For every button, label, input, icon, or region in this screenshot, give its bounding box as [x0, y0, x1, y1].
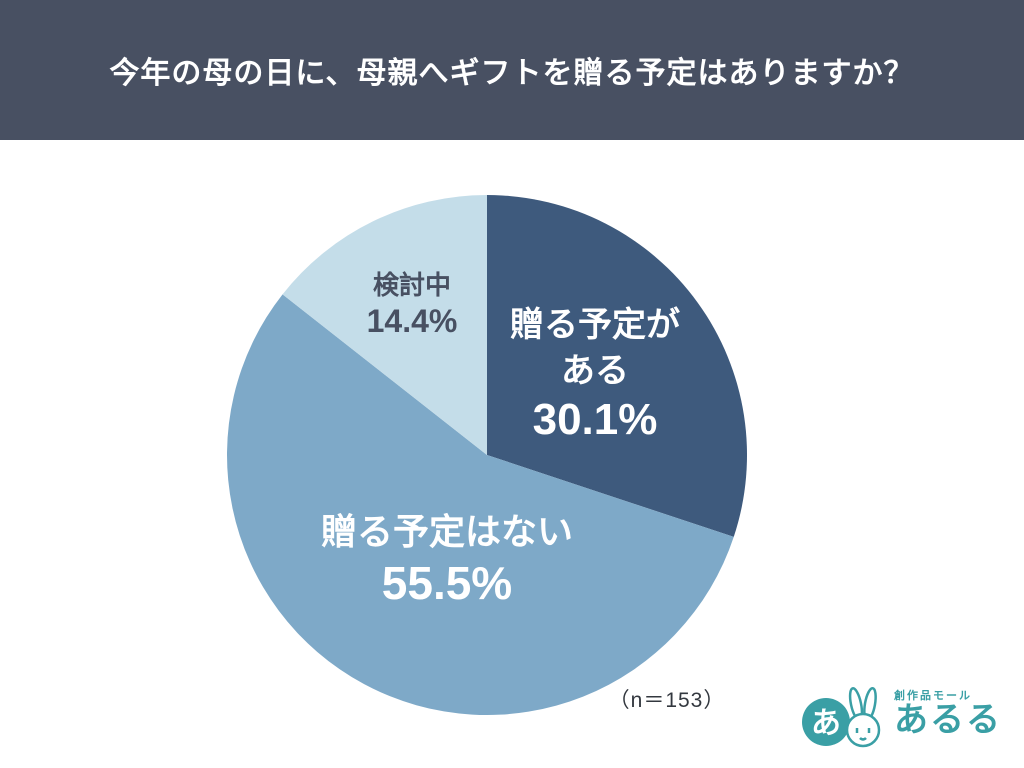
brand-logo-text: 創作品モール あるる — [894, 690, 1002, 739]
chart-title: 今年の母の日に、母親へギフトを贈る予定はありますか？ — [109, 57, 915, 90]
pie-chart-svg — [227, 195, 747, 715]
pie-chart — [227, 195, 747, 715]
logo-mark-character: あ — [811, 707, 841, 740]
pie-slice-0 — [487, 195, 747, 537]
brand-name: あるる — [894, 701, 1002, 740]
brand-logo-icon: あ — [802, 686, 881, 748]
rabbit-icon — [845, 686, 881, 748]
pie-slice-2 — [282, 195, 487, 455]
title-bar: 今年の母の日に、母親へギフトを贈る予定はありますか？ — [0, 0, 1024, 140]
pie-slice-1 — [227, 294, 734, 715]
logo-circle — [802, 698, 850, 746]
brand-tagline: 創作品モール — [894, 690, 972, 703]
brand-logo: あ 創作品モール あるる — [798, 676, 1002, 754]
sample-size-note: （n＝153） — [608, 689, 726, 712]
